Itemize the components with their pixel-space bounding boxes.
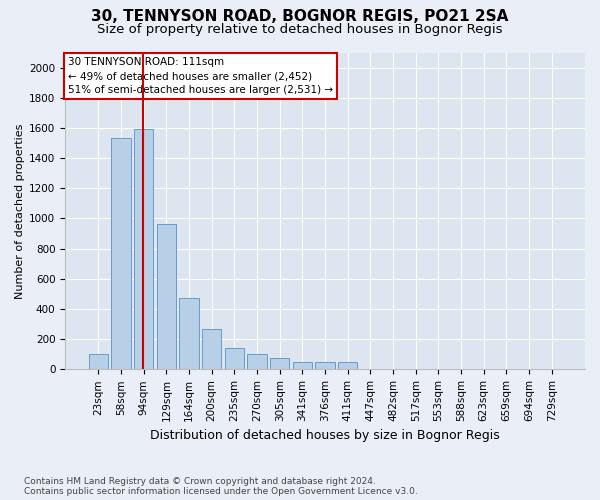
Bar	[134, 130, 154, 370]
Bar	[112, 138, 131, 370]
X-axis label: Distribution of detached houses by size in Bognor Regis: Distribution of detached houses by size …	[150, 430, 500, 442]
Text: Size of property relative to detached houses in Bognor Regis: Size of property relative to detached ho…	[97, 23, 503, 36]
Bar	[270, 358, 289, 370]
Bar	[89, 354, 108, 370]
Bar	[338, 362, 358, 370]
Text: Contains HM Land Registry data © Crown copyright and database right 2024.
Contai: Contains HM Land Registry data © Crown c…	[24, 476, 418, 496]
Bar	[179, 298, 199, 370]
Bar	[157, 224, 176, 370]
Text: 30, TENNYSON ROAD, BOGNOR REGIS, PO21 2SA: 30, TENNYSON ROAD, BOGNOR REGIS, PO21 2S…	[91, 9, 509, 24]
Bar	[293, 362, 312, 370]
Y-axis label: Number of detached properties: Number of detached properties	[15, 123, 25, 298]
Bar	[202, 328, 221, 370]
Bar	[225, 348, 244, 370]
Text: 30 TENNYSON ROAD: 111sqm
← 49% of detached houses are smaller (2,452)
51% of sem: 30 TENNYSON ROAD: 111sqm ← 49% of detach…	[68, 58, 333, 96]
Bar	[247, 354, 267, 370]
Bar	[316, 362, 335, 370]
